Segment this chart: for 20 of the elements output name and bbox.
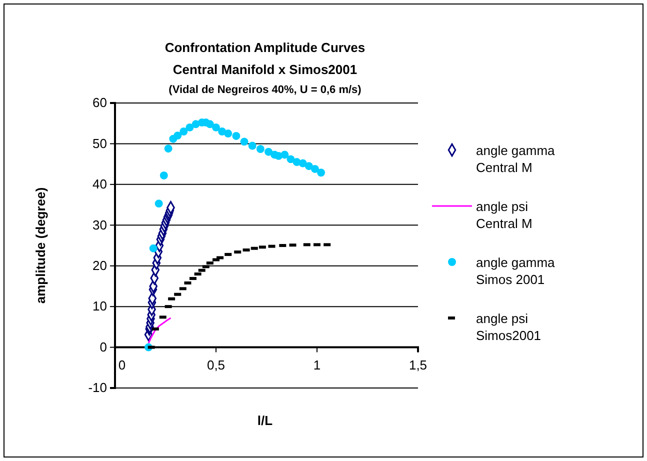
legend-label: angle gamma Central M [476,143,556,175]
legend-label: angle psi Simos2001 [476,311,542,343]
y-tick-label: 0 [100,339,107,354]
x-tick-label: 0,5 [206,358,226,373]
chart-title: Confrontation Amplitude Curves Central Manifold x Simos2001 [164,40,366,77]
legend-label: angle gamma Simos 2001 [476,255,556,287]
y-tick-label: 60 [92,95,107,110]
legend-label: angle psi Central M [476,199,532,231]
x-axis-title: l/L [257,413,273,428]
chart-subtitle: (Vidal de Negreiros 40%, U = 0,6 m/s) [168,84,362,96]
y-tick-label: 10 [92,298,107,314]
x-tick-label: 1,5 [408,358,428,373]
y-tick-label: 40 [92,176,107,192]
y-axis-title: amplitude (degree) [33,187,48,304]
x-tick-label: 1 [313,358,321,373]
y-tick-label: 20 [92,258,107,274]
y-tick-label: -10 [88,380,107,396]
y-tick-label: 30 [92,217,107,232]
x-tick-label: 0 [118,358,126,373]
y-tick-label: 50 [92,136,107,151]
